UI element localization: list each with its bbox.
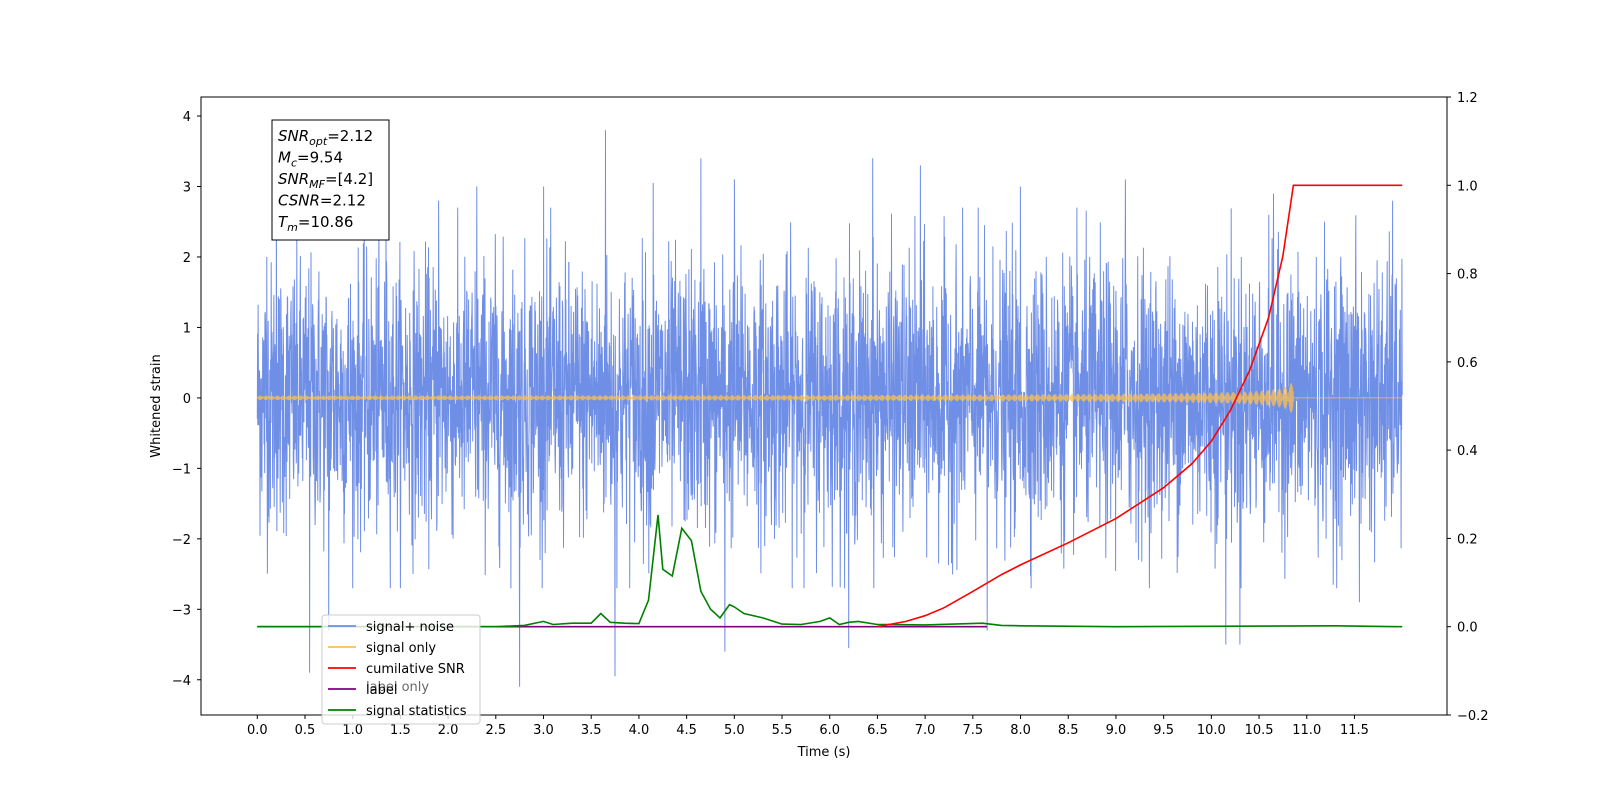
series-signal-statistics-line [257,514,1403,628]
x-tick-label: 4.5 [676,723,697,738]
info-box-line: SNRopt=2.12 [278,127,373,148]
info-box-line: Tm=10.86 [278,213,353,234]
x-tick-label: 5.5 [772,723,793,738]
x-tick-label: 7.5 [962,723,983,738]
series-signal-noise-line [256,130,1403,687]
y-right-tick-label: 0.6 [1457,356,1478,371]
x-tick-label: 8.0 [1010,723,1031,738]
series-signal-only-line [256,383,1403,413]
series-cumulative-snr-line [877,184,1403,628]
x-tick-label: 5.0 [724,723,745,738]
x-tick-label: 7.0 [915,723,936,738]
x-tick-label: 10.0 [1197,723,1226,738]
x-tick-label: 6.5 [867,723,888,738]
legend-item-signal-noise: signal+ noise [366,620,454,635]
info-box-frame [271,119,390,241]
plot-frame [200,96,1448,716]
chart-legend: signal+ noise signal only cumilative SNR la… [321,614,481,725]
info-box-line: CSNR=2.12 [278,192,366,210]
legend-item-cumulative-snr: cumilative SNR [366,662,465,677]
legend-frame [321,614,481,725]
axis-ticks: 0.0 0.5 1.0 1.5 2.0 2.5 3.0 3.5 4.0 4.5 5.0 5.5 6.0 6… [172,91,1489,738]
y-left-tick-label: 0 [183,392,191,407]
y-left-tick-label: −4 [172,674,191,689]
x-axis-label: Time (s) [797,745,851,760]
x-tick-label: 4.0 [629,723,650,738]
y-right-tick-label: 0.4 [1457,444,1478,459]
legend-item-signal-only: signal only [366,641,436,656]
y-right-tick-label: 0.2 [1457,532,1478,547]
x-tick-label: 3.0 [533,723,554,738]
x-tick-label: 11.0 [1292,723,1321,738]
y-right-tick-label: 1.0 [1457,179,1478,194]
y-left-tick-label: −1 [172,462,191,477]
legend-item-signal-statistics: signal statistics [366,704,467,719]
y-left-tick-label: 2 [183,251,191,266]
y-right-tick-label: 1.2 [1457,91,1478,106]
x-tick-label: 9.5 [1153,723,1174,738]
y-right-tick-label: 0.8 [1457,268,1478,283]
y-right-tick-label: 0.0 [1457,621,1478,636]
info-box-line: SNRMF=[4.2] [278,170,373,191]
legend-item-label-only: label only [366,680,429,695]
x-tick-label: 10.5 [1245,723,1274,738]
x-tick-label: 3.5 [581,723,602,738]
y-right-tick-label: −0.2 [1457,709,1489,724]
x-tick-label: 8.5 [1058,723,1079,738]
info-box-line: Mc=9.54 [278,149,343,170]
y-left-tick-label: 1 [183,321,191,336]
y-left-tick-label: 4 [183,110,191,125]
x-tick-label: 1.5 [390,723,411,738]
x-tick-label: 0.0 [247,723,268,738]
y-left-tick-label: −3 [172,603,191,618]
x-tick-label: 6.0 [819,723,840,738]
x-tick-label: 9.0 [1106,723,1127,738]
x-tick-label: 1.0 [342,723,363,738]
y-axis-label: Whitened strain [149,354,164,457]
legend-item-label: label [366,683,397,698]
x-tick-label: 0.5 [295,723,316,738]
y-left-tick-label: −2 [172,533,191,548]
x-tick-label: 2.5 [485,723,506,738]
y-left-tick-label: 3 [183,180,191,195]
x-tick-label: 11.5 [1340,723,1369,738]
x-tick-label: 2.0 [438,723,459,738]
